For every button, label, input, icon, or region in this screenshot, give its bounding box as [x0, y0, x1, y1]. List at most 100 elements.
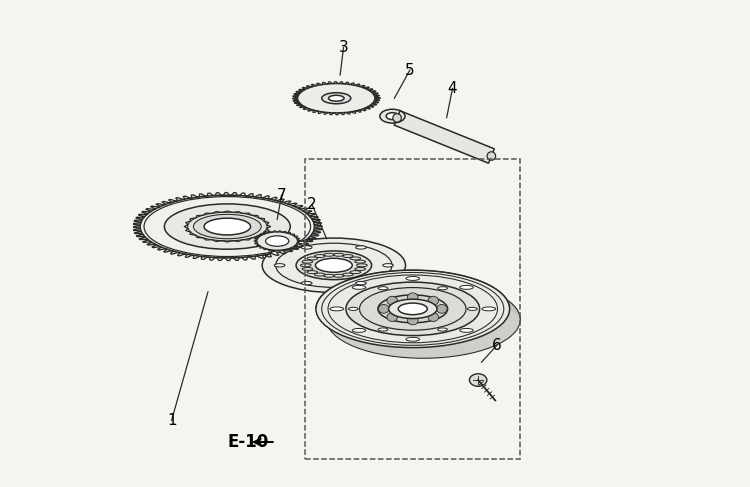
Polygon shape: [340, 282, 353, 294]
Polygon shape: [316, 302, 328, 314]
Polygon shape: [482, 282, 496, 294]
Polygon shape: [506, 298, 517, 310]
Ellipse shape: [460, 328, 473, 332]
Polygon shape: [415, 270, 429, 281]
Text: 6: 6: [492, 337, 502, 353]
Ellipse shape: [467, 307, 477, 310]
Polygon shape: [448, 273, 462, 284]
Polygon shape: [338, 283, 351, 295]
Polygon shape: [494, 288, 507, 300]
Ellipse shape: [204, 218, 251, 235]
Polygon shape: [335, 284, 349, 296]
Ellipse shape: [436, 304, 447, 313]
Polygon shape: [509, 307, 520, 319]
Polygon shape: [381, 272, 395, 283]
Ellipse shape: [406, 277, 419, 281]
Ellipse shape: [428, 296, 439, 305]
Polygon shape: [364, 275, 378, 286]
Polygon shape: [411, 270, 425, 281]
Polygon shape: [437, 271, 452, 282]
Polygon shape: [377, 272, 392, 283]
Polygon shape: [430, 271, 444, 281]
Text: 2: 2: [308, 197, 316, 212]
Ellipse shape: [387, 296, 398, 305]
Ellipse shape: [316, 270, 509, 348]
Polygon shape: [388, 271, 403, 282]
Polygon shape: [374, 273, 388, 284]
Polygon shape: [407, 270, 422, 281]
Ellipse shape: [330, 307, 344, 311]
Ellipse shape: [302, 246, 312, 249]
Polygon shape: [329, 288, 342, 300]
Polygon shape: [361, 276, 374, 287]
Text: E-10: E-10: [227, 433, 268, 451]
Polygon shape: [316, 303, 328, 316]
Ellipse shape: [406, 337, 419, 341]
Ellipse shape: [359, 287, 466, 330]
Polygon shape: [465, 276, 478, 288]
Polygon shape: [485, 283, 498, 295]
Polygon shape: [441, 272, 455, 283]
Ellipse shape: [378, 328, 388, 331]
Polygon shape: [498, 291, 511, 302]
Ellipse shape: [322, 93, 351, 104]
Polygon shape: [490, 285, 502, 298]
Ellipse shape: [188, 212, 267, 241]
Ellipse shape: [380, 109, 405, 123]
Polygon shape: [400, 270, 414, 281]
Polygon shape: [392, 271, 406, 281]
Polygon shape: [455, 274, 469, 285]
Ellipse shape: [438, 328, 448, 331]
Ellipse shape: [482, 307, 496, 311]
Ellipse shape: [378, 287, 388, 290]
Ellipse shape: [487, 152, 496, 160]
Ellipse shape: [378, 295, 448, 323]
Bar: [304, 159, 520, 459]
Polygon shape: [462, 276, 476, 287]
Ellipse shape: [388, 299, 437, 318]
Ellipse shape: [256, 232, 298, 250]
Ellipse shape: [302, 281, 312, 285]
Polygon shape: [327, 289, 340, 301]
Ellipse shape: [328, 95, 344, 101]
Polygon shape: [480, 281, 494, 293]
Polygon shape: [354, 277, 368, 289]
Ellipse shape: [382, 263, 394, 267]
Polygon shape: [474, 279, 488, 291]
Ellipse shape: [379, 304, 389, 313]
Ellipse shape: [393, 113, 401, 122]
Polygon shape: [433, 271, 448, 282]
Polygon shape: [503, 295, 515, 307]
Polygon shape: [332, 287, 344, 299]
Ellipse shape: [352, 328, 366, 332]
Polygon shape: [385, 271, 399, 282]
Polygon shape: [504, 296, 516, 308]
Polygon shape: [458, 275, 472, 286]
Polygon shape: [496, 289, 508, 301]
Ellipse shape: [140, 195, 314, 258]
Polygon shape: [468, 277, 482, 289]
Ellipse shape: [407, 316, 418, 325]
Polygon shape: [404, 270, 418, 281]
Ellipse shape: [428, 313, 439, 321]
Polygon shape: [509, 305, 520, 317]
Ellipse shape: [296, 251, 371, 280]
Ellipse shape: [386, 112, 399, 120]
Polygon shape: [396, 270, 410, 281]
Text: 4: 4: [448, 81, 458, 96]
Ellipse shape: [266, 236, 289, 246]
Polygon shape: [368, 274, 381, 285]
Polygon shape: [320, 296, 332, 308]
Ellipse shape: [298, 83, 375, 113]
Polygon shape: [488, 284, 501, 296]
Polygon shape: [394, 111, 494, 163]
Polygon shape: [324, 292, 336, 304]
Text: 1: 1: [166, 413, 176, 428]
Ellipse shape: [316, 258, 352, 272]
Polygon shape: [322, 293, 334, 305]
Polygon shape: [471, 278, 484, 290]
Polygon shape: [358, 276, 371, 288]
Text: 3: 3: [339, 40, 349, 55]
Polygon shape: [445, 272, 459, 283]
Polygon shape: [318, 299, 330, 311]
